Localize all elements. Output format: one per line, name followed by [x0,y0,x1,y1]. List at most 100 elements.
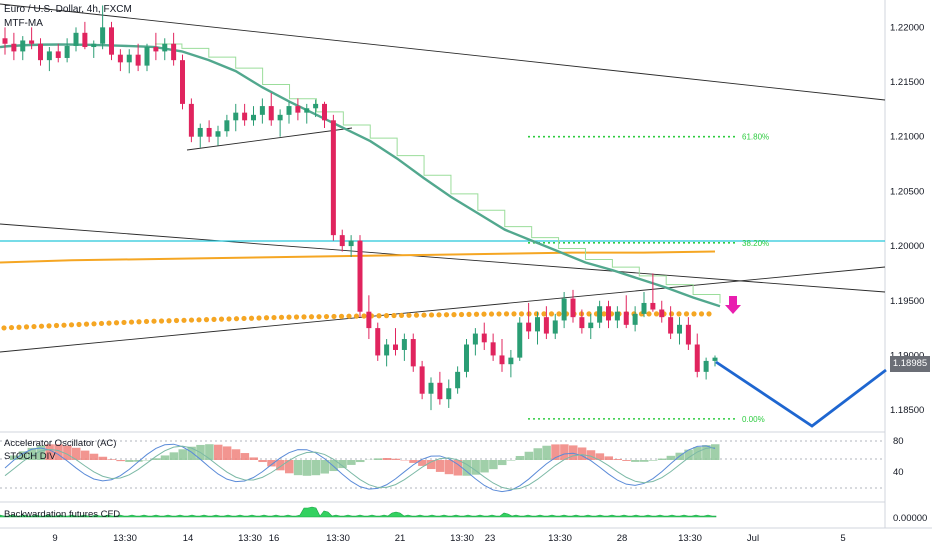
ac-histogram-bar [311,460,321,476]
candle-body [588,322,594,329]
stoch-pane-title: STOCH DIV [4,451,56,462]
dotted-ma-point [421,312,427,318]
fib-level-label: 61.80% [742,133,769,142]
ac-histogram-bar [125,460,134,462]
time-tick-label: 13:30 [548,533,572,544]
ac-histogram-bar [276,460,285,471]
ac-histogram-bar [471,460,480,475]
dotted-ma-point [338,313,345,319]
ac-histogram-bar [657,458,667,460]
time-tick-label: 13:30 [678,533,702,544]
candle-body [570,298,576,318]
dotted-ma-point [256,315,262,321]
ac-histogram-bar [258,460,267,463]
ac-histogram-bar [586,450,596,460]
candle-body [685,324,691,345]
ac-histogram-bar [205,444,214,460]
dotted-ma-point [226,316,232,322]
candle-body [579,317,585,329]
mtf-ma-step-line [155,43,721,304]
candle-body [597,306,603,323]
time-tick-label: 13:30 [326,533,350,544]
dotted-ma-point [488,311,495,317]
ac-pane-title: Accelerator Oscillator (AC) [4,438,117,449]
ac-histogram-bar [285,460,294,474]
dotted-ma-point [23,324,30,330]
dotted-ma-point [188,317,195,323]
candle-body [251,114,256,121]
dotted-ma-point [706,311,712,317]
ac-histogram-bar [498,460,507,466]
ac-histogram-bar [480,460,489,473]
ac-histogram-bar [178,449,187,460]
candle-body [419,366,425,394]
ac-histogram-bar [107,459,116,460]
ac-histogram-bar [391,458,400,460]
dotted-ma-point [218,316,225,322]
candle-body [561,298,567,321]
ac-histogram-bar [214,444,223,460]
candle-body [277,114,283,121]
time-tick-label: 13:30 [238,533,262,544]
dotted-ma-point [128,319,135,325]
ac-histogram-bar [222,446,232,460]
candle-body [614,311,620,321]
candle-body [206,127,212,137]
ac-histogram-bar [622,460,631,461]
time-tick-label: 21 [395,533,406,544]
dotted-ma-point [451,312,457,318]
candle-body [171,43,177,61]
candle-body [410,339,416,367]
price-tick-label: 1.18500 [890,405,924,416]
candle-body [224,120,230,132]
candle-body [526,322,532,332]
ac-histogram-bar [702,445,711,460]
ac-histogram-bar [169,452,179,460]
ac-histogram-bar [134,460,143,462]
ac-histogram-bar [347,460,356,465]
dotted-ma-point [98,320,105,327]
candle-body [641,302,647,314]
ac-histogram-bar [560,444,569,460]
dotted-ma-point [241,315,247,322]
dotted-ma-point [83,321,90,327]
dotted-ma-point [46,323,52,329]
ac-histogram-bar [613,459,622,460]
stoch-d-line [4,445,716,490]
dotted-ma-point [263,315,270,321]
candle-body [632,313,638,325]
time-tick-label: 5 [840,533,845,544]
ac-histogram-bar [427,460,436,470]
dotted-ma-point [511,311,517,317]
candle-body [464,344,469,372]
ac-histogram-bar [80,450,90,460]
ac-histogram-bar [462,460,471,476]
futures-area [0,506,717,518]
dotted-ma-point [473,311,480,317]
candle-body [623,311,629,325]
price-tick-label: 1.21000 [890,132,924,143]
dotted-ma-point [481,311,487,317]
dotted-ma-point [61,322,67,328]
ac-histogram-bar [595,453,605,460]
candle-body [259,106,265,115]
ac-histogram-bar [329,460,338,472]
candle-body [330,120,336,236]
ac-histogram-bar [338,460,347,469]
dotted-ma-point [458,311,465,318]
oscillator-tick-label: 40 [893,467,904,478]
ac-histogram-bar [89,453,99,460]
trendline-upper [0,3,886,101]
candle-body [20,40,26,52]
dotted-ma-point [278,314,285,320]
ac-histogram-bar [116,460,125,462]
dotted-ma-point [698,311,705,317]
candle-body [82,32,88,48]
dotted-ma-point [436,312,442,318]
dotted-ma-point [676,311,682,317]
indicator-label: MTF-MA [4,18,43,29]
candle-body [535,317,540,332]
ac-histogram-bar [302,460,312,476]
candle-body [339,235,345,247]
